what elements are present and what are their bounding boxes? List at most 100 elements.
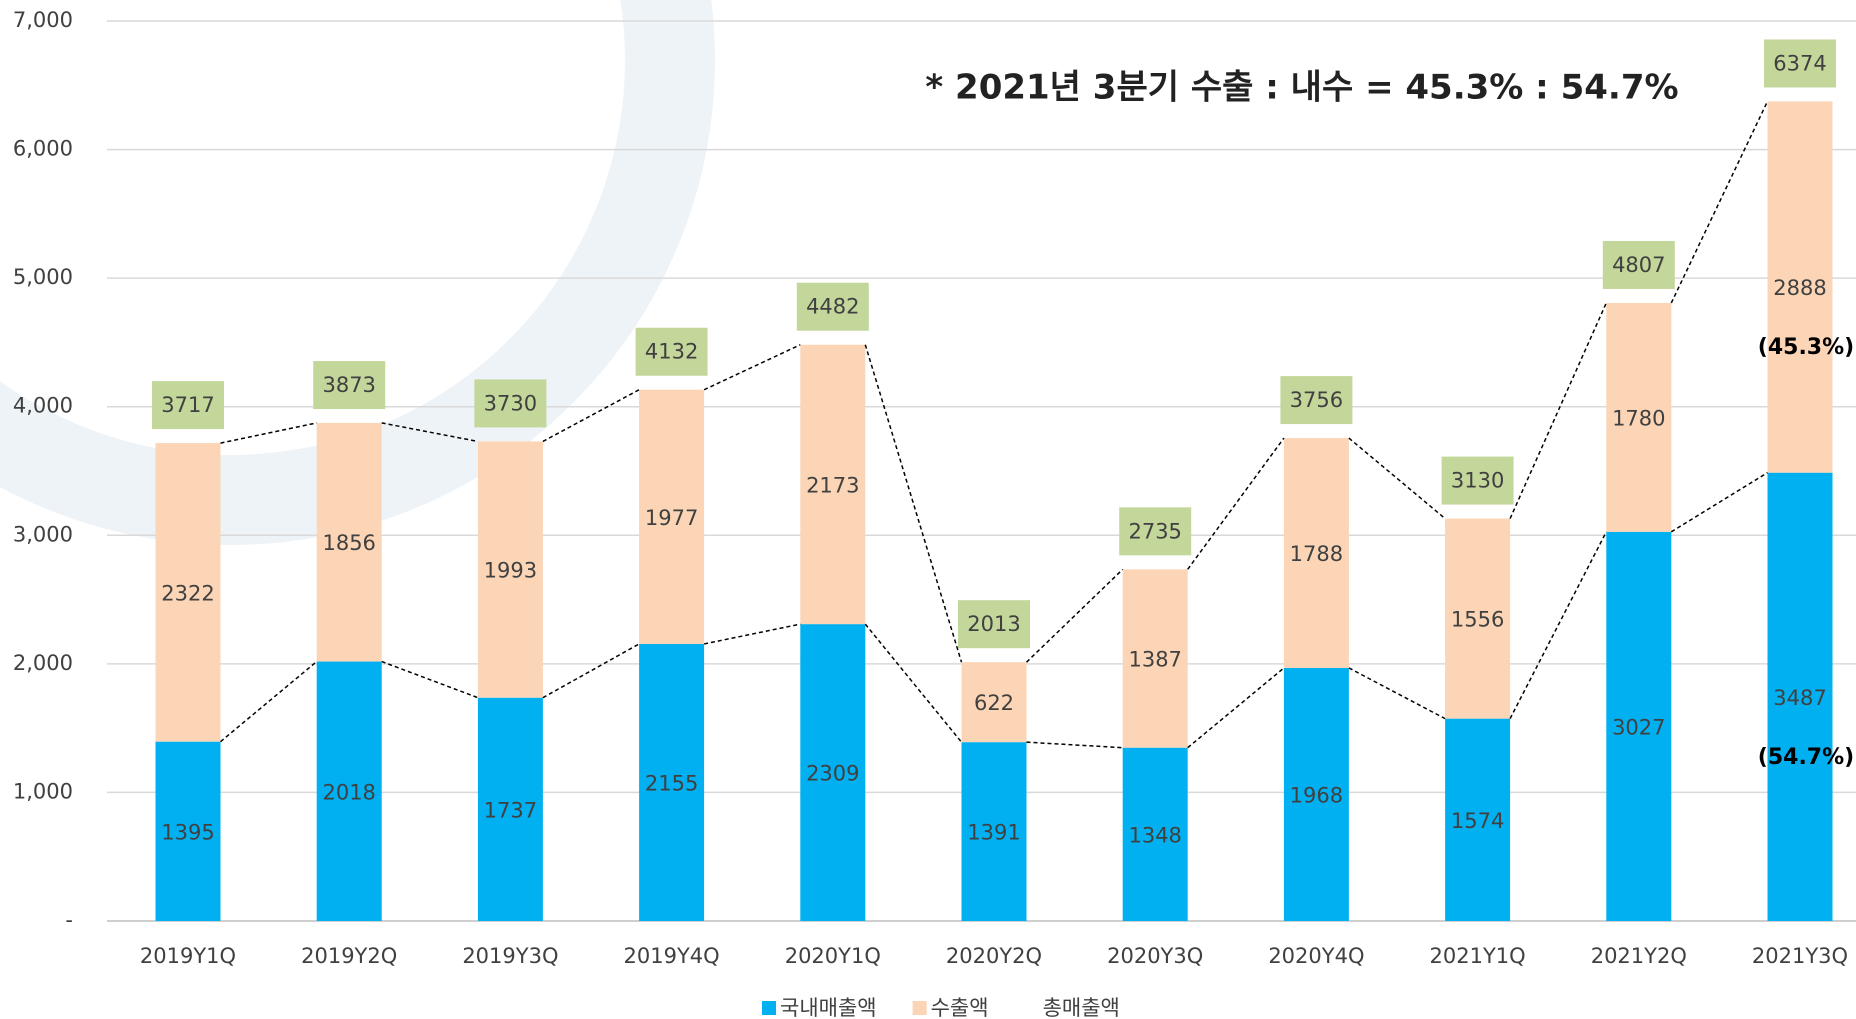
bar-segment <box>961 742 1027 921</box>
data-label: 1395 <box>161 820 214 844</box>
x-tick-label: 2020Y1Q <box>785 944 881 968</box>
share-label: (45.3%) <box>1758 335 1854 360</box>
data-label: 1780 <box>1612 406 1665 430</box>
data-label: 3027 <box>1612 715 1665 739</box>
series-line <box>1348 437 1446 520</box>
total-label: 3756 <box>1290 388 1343 412</box>
total-label-box <box>152 381 224 430</box>
background-arc <box>0 0 715 545</box>
bar-segment <box>316 422 382 662</box>
total-label-box <box>958 600 1030 649</box>
series-line <box>864 344 963 663</box>
total-label: 3730 <box>484 391 537 415</box>
total-label-box <box>1280 376 1353 425</box>
data-label: 1968 <box>1290 783 1343 807</box>
data-label: 2309 <box>806 762 859 786</box>
series-line <box>542 389 640 443</box>
series-line <box>1509 302 1607 519</box>
total-label-box <box>313 361 386 410</box>
x-tick-label: 2021Y2Q <box>1591 944 1687 968</box>
data-label: 2888 <box>1773 276 1826 300</box>
total-label-box <box>474 379 547 428</box>
series-line <box>220 422 317 444</box>
bar-segment <box>155 741 221 921</box>
total-label-box <box>1764 39 1836 88</box>
bar-segment <box>1122 747 1188 921</box>
bar-segment <box>1606 302 1672 532</box>
x-tick-label: 2019Y2Q <box>301 944 397 968</box>
series-line <box>1187 437 1285 570</box>
x-tick-label: 2020Y3Q <box>1107 944 1203 968</box>
data-label: 1788 <box>1290 542 1343 566</box>
series-line <box>381 660 479 699</box>
series-line <box>1025 568 1124 663</box>
y-tick-label: 3,000 <box>13 522 73 546</box>
x-tick-label: 2021Y1Q <box>1430 944 1526 968</box>
bar-segment <box>1283 667 1349 921</box>
bar-segment <box>639 389 705 644</box>
bar-segment <box>155 443 221 742</box>
series-line <box>1026 741 1123 749</box>
share-label: (54.7%) <box>1758 745 1854 770</box>
x-tick-label: 2020Y2Q <box>946 944 1042 968</box>
data-label: 2322 <box>161 581 214 605</box>
data-label: 3487 <box>1773 686 1826 710</box>
series-line <box>220 660 318 743</box>
total-label-box <box>1441 456 1514 505</box>
legend-label: 국내매출액 <box>780 996 877 1019</box>
total-label: 4132 <box>645 340 698 364</box>
total-label: 6374 <box>1773 51 1826 75</box>
data-label: 1556 <box>1451 608 1504 632</box>
total-label-box <box>635 327 708 376</box>
series-line <box>542 643 640 699</box>
x-tick-label: 2019Y1Q <box>140 944 236 968</box>
data-label: 1574 <box>1451 809 1504 833</box>
data-label: 1348 <box>1128 823 1181 847</box>
bar-segment <box>1122 569 1188 748</box>
series-line <box>1670 101 1769 304</box>
annotation: * 2021년 3분기 수출 : 내수 = 45.3% : 54.7% <box>925 68 1678 108</box>
y-tick-label: - <box>65 908 73 932</box>
data-label: 2018 <box>322 780 375 804</box>
data-label: 1737 <box>484 798 537 822</box>
bar-segment <box>1283 438 1349 668</box>
y-tick-label: 4,000 <box>13 394 73 418</box>
total-label: 2735 <box>1128 519 1181 543</box>
y-tick-label: 5,000 <box>13 265 73 289</box>
total-label: 3130 <box>1451 469 1504 493</box>
series-line <box>1509 531 1607 719</box>
bar-segment <box>800 624 866 921</box>
series-line <box>703 344 801 391</box>
data-label: 2155 <box>645 771 698 795</box>
series-line <box>703 623 801 645</box>
total-label: 4482 <box>806 295 859 319</box>
bar-segment <box>477 441 543 698</box>
total-label: 4807 <box>1612 253 1665 277</box>
x-tick-label: 2021Y3Q <box>1752 944 1848 968</box>
bar-segment <box>1767 472 1833 921</box>
total-label: 2013 <box>967 612 1020 636</box>
total-label-box <box>1119 507 1192 556</box>
x-tick-label: 2019Y4Q <box>624 944 720 968</box>
total-label-box <box>1602 240 1675 289</box>
bar-segment <box>800 344 866 625</box>
x-tick-label: 2020Y4Q <box>1268 944 1364 968</box>
y-tick-label: 6,000 <box>13 137 73 161</box>
bar-segment <box>1767 101 1833 473</box>
series-line <box>1187 667 1285 749</box>
data-label: 622 <box>974 691 1014 715</box>
bar-segment <box>961 662 1027 743</box>
legend-swatch <box>762 1001 776 1015</box>
series-line <box>864 623 963 743</box>
series-line <box>381 422 479 443</box>
bar-segment <box>1606 531 1672 921</box>
total-label: 3873 <box>322 373 375 397</box>
bar-segment <box>1445 718 1511 921</box>
bar-segment <box>477 697 543 921</box>
data-label: 2173 <box>806 473 859 497</box>
bar-segment <box>639 643 705 921</box>
legend-label: 수출액 <box>931 996 989 1019</box>
data-label: 1391 <box>967 821 1020 845</box>
